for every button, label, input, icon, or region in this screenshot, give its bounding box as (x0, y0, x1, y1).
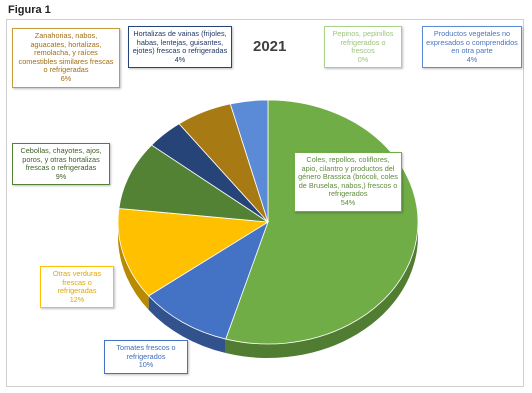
slice-label-pct: 9% (55, 171, 67, 181)
pie-slice-2 (117, 208, 270, 297)
pie-slice-7 (229, 99, 269, 223)
slice-label-tomates: Tomates frescos o refrigerados 10% (104, 340, 188, 374)
figure-label: Figura 1 (8, 4, 51, 16)
slice-label-zanahorias: Zanahorias, nabos, aguacates, hortalizas… (12, 28, 120, 88)
slice-label-otras-verduras: Otras verduras frescas o refrigeradas 12… (40, 266, 114, 309)
slice-label-pct: 4% (466, 54, 478, 64)
slice-label-productos-vegetales: Productos vegetales no expresados o comp… (422, 26, 522, 69)
slice-label-text: Productos vegetales no expresados o comp… (426, 29, 518, 56)
pie-side-2 (118, 222, 149, 310)
slice-label-text: Pepinos, pepinillos refrigerados o fresc… (332, 29, 394, 56)
slice-label-cebollas: Cebollas, chayotes, ajos, poros, y otras… (12, 143, 110, 186)
slice-label-text: Otras verduras frescas o refrigeradas (52, 269, 102, 296)
slice-label-pct: 12% (69, 294, 85, 304)
slice-label-text: Tomates frescos o refrigerados (116, 343, 176, 361)
pie-slice-1 (148, 221, 269, 340)
slice-label-text: Hortalizas de vainas (frijoles, habas, l… (132, 29, 228, 56)
slice-label-coles: Coles, repollos, coliflores, apio, cilan… (294, 152, 402, 212)
slice-label-pct: 54% (340, 197, 356, 207)
pie-slice-3 (118, 144, 269, 223)
slice-label-pct: 6% (60, 73, 72, 83)
slice-label-pct: 0% (357, 54, 369, 64)
slice-label-pepinos: Pepinos, pepinillos refrigerados o fresc… (324, 26, 402, 69)
slice-label-text: Zanahorias, nabos, aguacates, hortalizas… (18, 31, 114, 75)
pie-side-1 (148, 295, 226, 354)
chart-title: 2021 (253, 38, 287, 55)
slice-label-hortalizas-vainas: Hortalizas de vainas (frijoles, habas, l… (128, 26, 232, 69)
slice-label-text: Coles, repollos, coliflores, apio, cilan… (298, 155, 398, 199)
slice-label-text: Cebollas, chayotes, ajos, poros, y otras… (20, 146, 102, 173)
slice-label-pct: 4% (174, 54, 186, 64)
slice-label-pct: 10% (138, 360, 154, 370)
pie-side-0 (225, 222, 418, 358)
